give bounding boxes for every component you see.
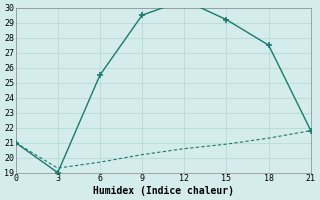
X-axis label: Humidex (Indice chaleur): Humidex (Indice chaleur) — [93, 186, 234, 196]
